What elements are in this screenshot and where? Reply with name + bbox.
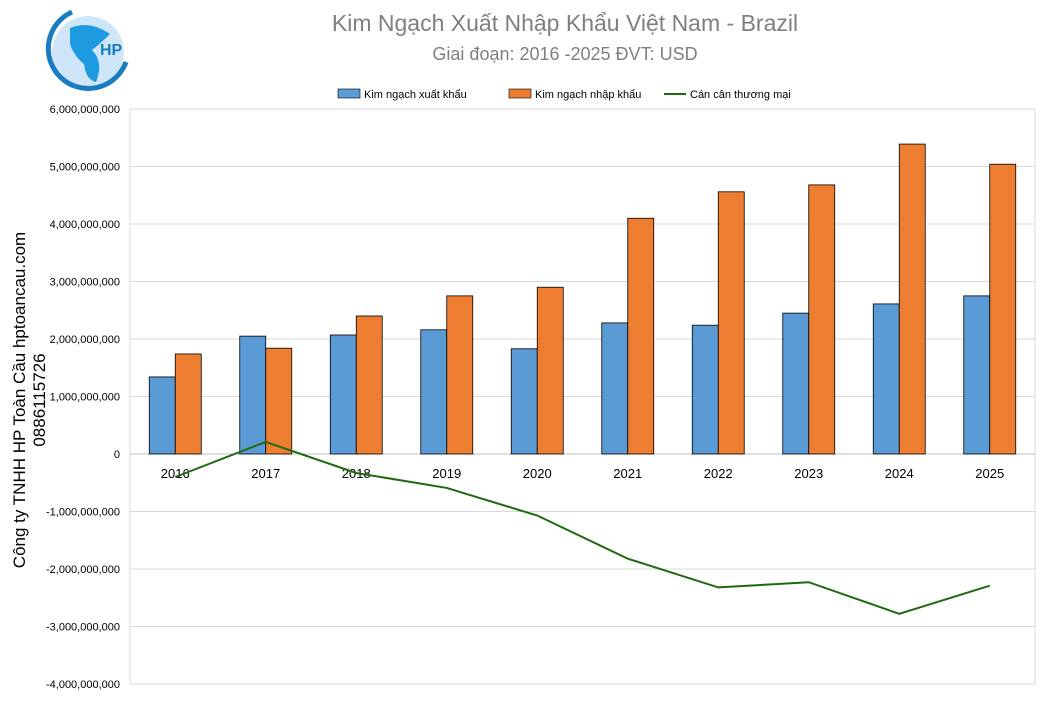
x-tick-label: 2021 xyxy=(613,466,642,481)
y-tick-label: 3,000,000,000 xyxy=(50,277,120,289)
x-tick-label: 2019 xyxy=(432,466,461,481)
x-tick-label: 2017 xyxy=(251,466,280,481)
bar-export xyxy=(963,295,991,455)
y-tick-label: -4,000,000,000 xyxy=(46,679,120,691)
x-tick-label: 2016 xyxy=(161,466,190,481)
x-tick-label: 2023 xyxy=(794,466,823,481)
y-tick-label: 1,000,000,000 xyxy=(50,392,120,404)
legend-item-0: Kim ngạch xuất khẩu xyxy=(337,88,467,101)
bar-import xyxy=(536,286,564,455)
bar-import xyxy=(989,163,1017,455)
hp-logo: HP xyxy=(45,9,129,91)
bar-export xyxy=(782,312,810,455)
x-tick-label: 2025 xyxy=(975,466,1004,481)
x-tick-label: 2022 xyxy=(704,466,733,481)
balance-line xyxy=(174,440,991,615)
bar-import xyxy=(174,353,202,455)
bar-export xyxy=(691,324,719,455)
x-tick-label: 2020 xyxy=(523,466,552,481)
bar-import xyxy=(808,184,836,455)
legend-label: Kim ngạch xuất khẩu xyxy=(364,89,467,101)
bar-import xyxy=(355,315,383,455)
bar-export xyxy=(239,335,267,455)
legend-swatch xyxy=(508,88,532,99)
plot-border xyxy=(129,108,1036,685)
y-tick-label: -3,000,000,000 xyxy=(46,622,120,634)
y-tick-label: 0 xyxy=(114,449,120,461)
y-tick-label: 6,000,000,000 xyxy=(50,104,120,116)
bar-export xyxy=(510,348,538,455)
bar-export xyxy=(601,322,629,455)
bar-export xyxy=(872,303,900,455)
legend-swatch xyxy=(337,88,361,99)
chart-title: Kim Ngạch Xuất Nhập Khẩu Việt Nam - Braz… xyxy=(331,10,799,36)
bar-import xyxy=(898,143,926,455)
bar-import xyxy=(265,347,293,455)
legend-item-1: Kim ngạch nhập khẩu xyxy=(508,88,641,101)
logo-text: HP xyxy=(100,42,123,59)
bar-import xyxy=(446,295,474,455)
bar-export xyxy=(329,334,357,455)
y-tick-label: -2,000,000,000 xyxy=(46,564,120,576)
x-tick-label: 2024 xyxy=(885,466,914,481)
y-tick-label: 5,000,000,000 xyxy=(50,162,120,174)
bar-import xyxy=(717,191,745,455)
chart-subtitle: Giai đoạn: 2016 -2025 ĐVT: USD xyxy=(432,44,698,64)
y-tick-label: 2,000,000,000 xyxy=(50,334,120,346)
bar-export xyxy=(148,376,176,455)
bar-export xyxy=(420,329,448,455)
legend-label: Kim ngạch nhập khẩu xyxy=(535,89,641,101)
y-tick-label: 4,000,000,000 xyxy=(50,219,120,231)
legend-label: Cán cân thương mại xyxy=(690,89,791,101)
legend-item-2: Cán cân thương mại xyxy=(664,89,791,101)
bar-import xyxy=(627,217,655,455)
y-tick-label: -1,000,000,000 xyxy=(46,507,120,519)
